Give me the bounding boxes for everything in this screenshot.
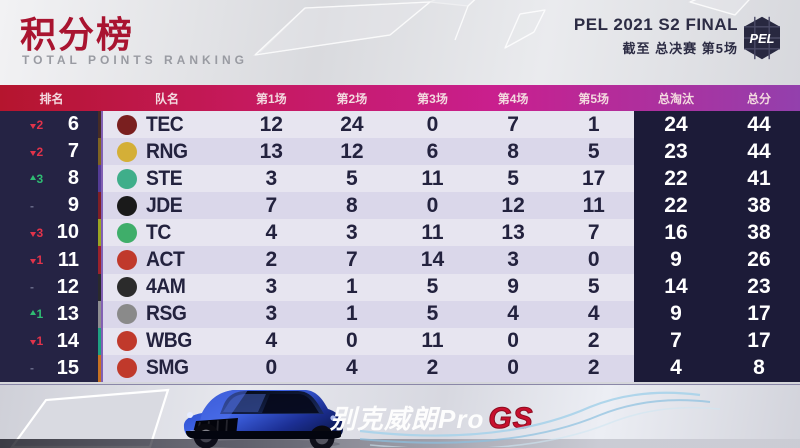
svg-text:PEL: PEL [750,31,775,46]
